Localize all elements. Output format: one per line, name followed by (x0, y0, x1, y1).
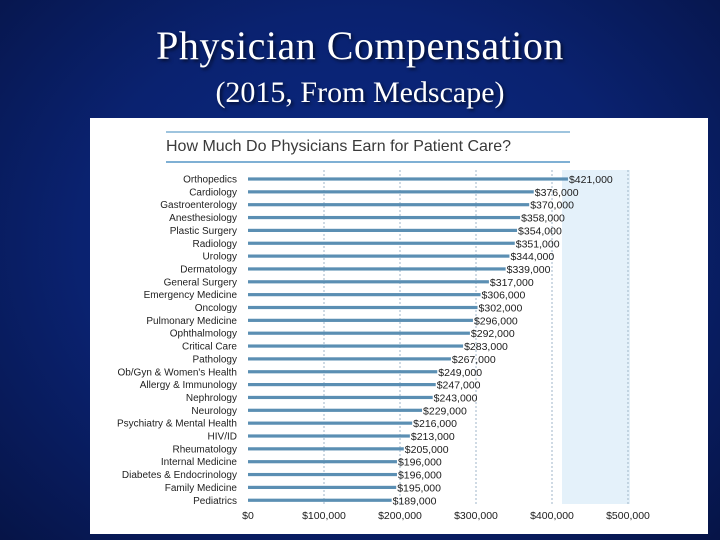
value-label: $317,000 (490, 277, 534, 289)
x-tick-label: $200,000 (378, 510, 422, 522)
category-label: Nephrology (186, 393, 237, 404)
value-label: $354,000 (518, 225, 562, 237)
category-label: HIV/ID (208, 432, 237, 443)
value-label: $376,000 (535, 187, 579, 199)
bar (248, 215, 521, 220)
category-label: Pathology (193, 354, 237, 365)
category-label: Radiology (193, 239, 237, 250)
bar (248, 460, 397, 464)
slide-title: Physician Compensation (156, 23, 564, 68)
x-tick-label: $300,000 (454, 510, 498, 522)
value-label: $195,000 (397, 482, 441, 494)
value-label: $196,000 (398, 457, 442, 469)
bar (248, 241, 515, 245)
category-label: Dermatology (180, 264, 237, 275)
bar (248, 434, 410, 438)
value-label: $283,000 (464, 341, 508, 353)
bar (248, 485, 397, 489)
category-label: Internal Medicine (161, 457, 238, 468)
category-label: Diabetes & Endocrinology (122, 470, 237, 481)
category-label: Critical Care (182, 342, 237, 353)
bar (248, 370, 438, 374)
value-label: $196,000 (398, 470, 442, 482)
value-label: $344,000 (510, 251, 554, 263)
chart-shaded-region (562, 170, 630, 504)
value-label: $421,000 (569, 174, 613, 186)
category-label: Orthopedics (183, 175, 237, 186)
value-label: $358,000 (521, 213, 565, 225)
bar (248, 383, 436, 387)
bar (248, 472, 397, 477)
value-label: $339,000 (507, 264, 551, 276)
bar (248, 280, 489, 284)
bar (248, 190, 534, 194)
category-label: Allergy & Immunology (140, 380, 237, 391)
category-label: Pulmonary Medicine (146, 316, 237, 327)
x-axis-ticks: $0 $100,000 $200,000 $300,000 $400,000 $500,0… (242, 510, 650, 522)
value-label: $302,000 (479, 303, 523, 315)
bar (248, 408, 423, 412)
bar (248, 254, 510, 258)
chart-title: How Much Do Physicians Earn for Patient … (166, 138, 511, 155)
bar (248, 344, 464, 348)
bar (248, 498, 392, 502)
category-label: Emergency Medicine (144, 290, 238, 301)
value-label: $205,000 (405, 444, 449, 456)
value-label: $267,000 (452, 354, 496, 366)
category-label: Urology (203, 252, 237, 263)
value-label: $292,000 (471, 328, 515, 340)
slide-subtitle: (2015, From Medscape) (215, 76, 505, 109)
bar (248, 421, 413, 425)
bar (248, 305, 478, 310)
value-label: $247,000 (437, 380, 481, 392)
bar (248, 447, 404, 451)
category-label: Gastroenterology (160, 200, 237, 211)
category-label: Rheumatology (173, 444, 237, 455)
value-label: $296,000 (474, 315, 518, 327)
bar-chart: How Much Do Physicians Earn for Patient … (117, 131, 650, 522)
bar (248, 318, 473, 322)
category-label: Anesthesiology (169, 213, 237, 224)
category-label: General Surgery (164, 277, 237, 288)
category-label: Psychiatry & Mental Health (117, 419, 237, 430)
bar (248, 357, 451, 361)
x-tick-label: $100,000 (302, 510, 346, 522)
category-label: Ob/Gyn & Women's Health (117, 367, 237, 378)
bar (248, 331, 470, 335)
chart-panel: How Much Do Physicians Earn for Patient … (90, 118, 708, 534)
bar (248, 293, 481, 297)
value-labels: $421,000$376,000$370,000$358,000$354,000… (393, 174, 613, 507)
value-label: $216,000 (413, 418, 457, 430)
x-tick-label: $400,000 (530, 510, 574, 522)
bar (248, 203, 530, 207)
bar (248, 395, 433, 400)
category-label: Pediatrics (193, 496, 237, 507)
value-label: $351,000 (516, 238, 560, 250)
bar (248, 267, 506, 271)
value-label: $213,000 (411, 431, 455, 443)
value-label: $249,000 (438, 367, 482, 379)
bar (248, 228, 518, 232)
x-tick-label: $0 (242, 510, 254, 522)
x-tick-label: $500,000 (606, 510, 650, 522)
value-label: $370,000 (530, 200, 574, 212)
value-label: $189,000 (393, 495, 437, 507)
value-label: $243,000 (434, 392, 478, 404)
category-label: Neurology (191, 406, 237, 417)
value-label: $306,000 (482, 290, 526, 302)
category-label: Plastic Surgery (170, 226, 237, 237)
category-label: Oncology (195, 303, 237, 314)
bar (248, 177, 568, 181)
value-label: $229,000 (423, 405, 467, 417)
bars (248, 177, 568, 502)
category-label: Family Medicine (165, 483, 238, 494)
category-label: Ophthalmology (170, 329, 237, 340)
category-label: Cardiology (189, 187, 237, 198)
